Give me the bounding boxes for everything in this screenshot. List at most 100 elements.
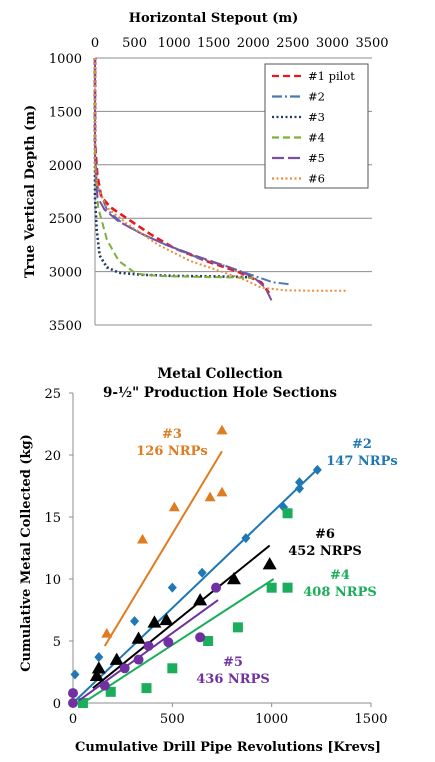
- x-tick-label: 0: [69, 712, 77, 727]
- data-point: [163, 637, 174, 648]
- data-point: [91, 661, 106, 674]
- data-point: [216, 424, 228, 435]
- x-tick-label: 1000: [255, 712, 288, 727]
- data-point: [262, 557, 277, 570]
- series-line: [93, 58, 271, 294]
- data-point: [195, 632, 206, 643]
- series-name-label: #2: [352, 437, 372, 452]
- series-nrp-label: 147 NRPs: [326, 454, 397, 469]
- legend-label: #3: [308, 110, 325, 124]
- y-tick-label: 15: [44, 511, 61, 526]
- data-point: [77, 698, 88, 708]
- x-tick-label: 2000: [237, 36, 270, 51]
- x-tick-label: 500: [160, 712, 185, 727]
- y-tick-label: 5: [53, 635, 61, 650]
- series-nrp-label: 408 NRPS: [303, 585, 377, 600]
- data-point: [147, 615, 162, 628]
- series-line: [94, 58, 292, 286]
- y-tick-label: 25: [44, 387, 61, 402]
- data-point: [131, 631, 146, 644]
- data-point: [94, 652, 104, 663]
- data-point: [294, 477, 304, 488]
- data-point: [279, 502, 289, 513]
- legend-label: #5: [308, 151, 325, 165]
- data-point: [70, 669, 80, 680]
- data-point: [226, 572, 241, 585]
- data-point: [167, 663, 178, 674]
- series-nrp-label: 452 NRPS: [288, 544, 362, 559]
- series-name-label: #5: [223, 655, 243, 670]
- y-axis-title: Cumulative Metal Collected (kg): [19, 434, 34, 672]
- data-point: [143, 640, 154, 651]
- series-line: [94, 58, 274, 305]
- y-tick-label: 1000: [49, 52, 82, 67]
- x-axis-title: Horizontal Stepout (m): [129, 11, 299, 26]
- data-point: [89, 668, 104, 681]
- y-tick-label: 20: [44, 449, 61, 464]
- data-point: [167, 582, 177, 593]
- data-point: [232, 622, 243, 633]
- trend-line: [103, 450, 223, 647]
- y-tick-label: 2000: [49, 159, 82, 174]
- data-point: [294, 483, 304, 494]
- trend-line: [72, 466, 321, 704]
- series-name-label: #3: [162, 427, 182, 442]
- data-point: [197, 567, 207, 578]
- legend-label: #2: [308, 90, 325, 104]
- x-tick-label: 0: [91, 36, 99, 51]
- series-nrp-label: 126 NRPs: [136, 444, 207, 459]
- series-name-label: #6: [315, 527, 335, 542]
- data-point: [204, 491, 216, 502]
- series-name-label: #4: [330, 568, 350, 583]
- data-point: [99, 680, 110, 691]
- x-tick-label: 1500: [197, 36, 230, 51]
- data-point: [119, 663, 130, 674]
- data-point: [105, 686, 116, 697]
- data-point: [159, 612, 174, 626]
- x-tick-label: 1000: [158, 36, 191, 51]
- y-tick-label: 3500: [49, 319, 82, 334]
- y-tick-label: 0: [53, 697, 61, 712]
- legend-label: #6: [308, 172, 325, 186]
- data-point: [241, 533, 251, 544]
- trend-line: [92, 544, 271, 689]
- data-point: [68, 688, 78, 699]
- data-point: [168, 501, 180, 512]
- y-tick-label: 1500: [49, 105, 82, 120]
- y-tick-label: 3000: [49, 266, 82, 281]
- metal-collection-chart: Metal Collection 9-½" Production Hole Sec…: [19, 366, 398, 755]
- y-tick-label: 2500: [49, 212, 82, 227]
- y-tick-label: 10: [44, 573, 61, 588]
- x-tick-label: 2500: [276, 36, 309, 51]
- data-point: [109, 652, 124, 665]
- x-tick-label: 1500: [354, 712, 387, 727]
- x-tick-label: 3500: [355, 36, 388, 51]
- trajectory-chart: 0 500 1000 1500 2000 2500 3000 3500 1000 1500 2000…: [23, 11, 389, 334]
- x-tick-label: 3000: [316, 36, 349, 51]
- data-point: [216, 486, 228, 497]
- legend-label: #1 pilot: [308, 69, 355, 83]
- data-point: [203, 636, 214, 646]
- x-axis-title: Cumulative Drill Pipe Revolutions [Krevs…: [75, 740, 381, 755]
- data-point: [211, 582, 222, 593]
- chart-subtitle: 9-½" Production Hole Sections: [103, 385, 337, 401]
- series-nrp-label: 436 NRPS: [196, 672, 270, 687]
- data-point: [282, 508, 293, 519]
- data-point: [68, 698, 78, 708]
- data-point: [282, 582, 293, 593]
- y-axis-title: True Vertical Depth (m): [23, 105, 38, 278]
- legend-box: [264, 63, 369, 189]
- data-point: [137, 533, 149, 544]
- legend-label: #4: [308, 131, 325, 145]
- data-point: [141, 683, 152, 694]
- data-point: [193, 593, 208, 606]
- data-point: [101, 628, 113, 638]
- series-line: [94, 58, 254, 279]
- data-point: [312, 464, 322, 475]
- data-point: [133, 654, 144, 665]
- data-point: [266, 582, 277, 593]
- data-point: [130, 616, 140, 627]
- series-line: [93, 58, 254, 279]
